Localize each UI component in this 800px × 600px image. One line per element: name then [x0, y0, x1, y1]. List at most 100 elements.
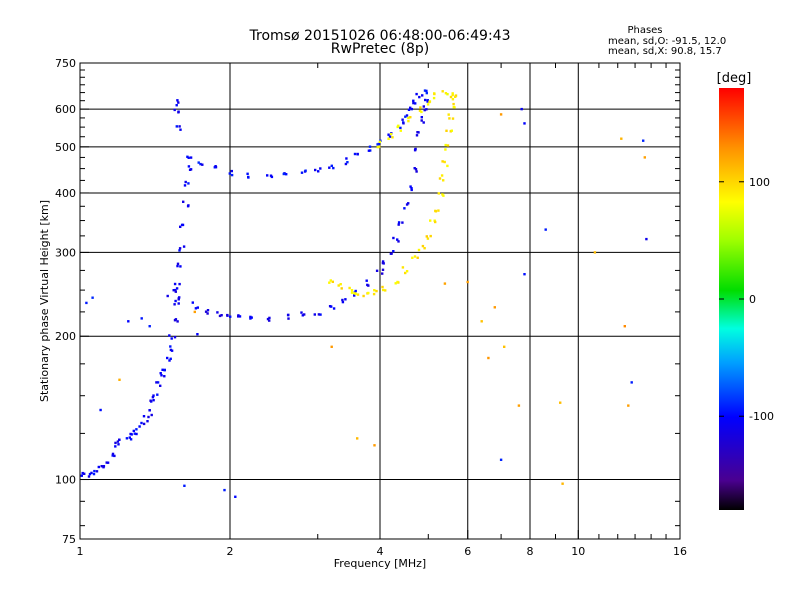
echo-point: [407, 108, 411, 111]
echo-point: [182, 245, 186, 248]
echo-point: [228, 172, 231, 175]
echo-point: [391, 136, 394, 139]
echo-point: [300, 171, 304, 174]
echo-point: [425, 108, 428, 111]
y-tick-label: 500: [55, 141, 76, 154]
echo-point: [148, 325, 151, 328]
series-group: [80, 99, 193, 478]
echo-point: [413, 167, 416, 170]
echo-point: [218, 314, 222, 318]
echo-point: [163, 375, 166, 378]
echo-point: [337, 284, 340, 287]
x-tick-label: 6: [464, 545, 471, 558]
echo-point: [80, 474, 83, 477]
colorbar-tick-label: 0: [749, 293, 756, 306]
echo-point: [138, 425, 141, 428]
echo-point: [412, 101, 415, 105]
echo-point: [135, 432, 138, 436]
grid-lines: [80, 63, 680, 539]
echo-point: [441, 90, 444, 93]
echo-point: [169, 357, 172, 360]
echo-point: [189, 156, 193, 159]
echo-point: [340, 287, 343, 290]
echo-point: [106, 461, 110, 464]
echo-point: [407, 119, 410, 123]
echo-point: [517, 404, 521, 407]
echo-point: [214, 165, 217, 168]
echo-point: [330, 345, 333, 348]
echo-point: [544, 228, 547, 231]
echo-point: [249, 317, 252, 320]
echo-point: [420, 110, 423, 114]
echo-point: [156, 393, 159, 396]
echo-point: [413, 255, 417, 258]
echo-point: [170, 337, 173, 340]
echo-point: [132, 429, 135, 433]
echo-point: [449, 95, 453, 99]
echo-point: [95, 470, 99, 473]
echo-point: [151, 396, 155, 399]
echo-point: [156, 381, 160, 384]
echo-point: [178, 125, 181, 128]
echo-point: [130, 433, 133, 436]
echo-point: [329, 279, 332, 282]
y-tick-label: 600: [55, 103, 76, 116]
echo-point: [111, 454, 114, 457]
echo-point: [237, 315, 240, 318]
echo-point: [174, 299, 177, 303]
chart-subtitle: RwPretec (8p): [331, 41, 429, 57]
echo-point: [414, 148, 417, 151]
echo-point: [368, 145, 372, 148]
echo-point: [330, 164, 333, 167]
echo-point: [453, 106, 456, 109]
echo-point: [303, 313, 306, 316]
echo-point: [97, 465, 100, 469]
echo-point: [381, 285, 384, 289]
echo-point: [354, 289, 357, 293]
echo-point: [330, 305, 333, 308]
echo-point: [196, 333, 199, 336]
echo-point: [319, 167, 322, 170]
echo-point: [451, 93, 454, 97]
echo-point: [177, 101, 180, 104]
echo-point: [183, 184, 187, 187]
echo-point: [444, 148, 447, 151]
echo-point: [150, 413, 153, 417]
echo-point: [173, 108, 176, 112]
echo-point: [378, 145, 381, 148]
y-tick-label: 300: [55, 246, 76, 259]
echo-point: [250, 316, 253, 319]
echo-point: [177, 298, 180, 301]
echo-point: [179, 128, 182, 131]
echo-point: [187, 182, 190, 185]
echo-point: [178, 296, 181, 299]
x-tick-label: 1: [77, 545, 84, 558]
x-axis-label: Frequency [MHz]: [334, 557, 426, 570]
echo-point: [178, 247, 182, 250]
echo-point: [645, 237, 648, 241]
echo-point: [332, 166, 335, 170]
echo-point: [268, 316, 271, 320]
echo-point: [440, 174, 444, 177]
echo-point: [402, 122, 405, 125]
echo-point: [234, 495, 237, 498]
echo-point: [396, 238, 399, 241]
echo-point: [630, 381, 633, 384]
echo-point: [405, 114, 409, 117]
echo-point: [375, 289, 378, 293]
echo-point: [328, 281, 331, 284]
echo-point: [447, 113, 450, 116]
echo-point: [454, 95, 457, 98]
echo-point: [350, 291, 354, 294]
echo-point: [176, 99, 179, 102]
echo-point: [426, 100, 429, 103]
echo-point: [201, 163, 204, 166]
echo-point: [422, 105, 425, 108]
y-axis-label: Stationary phase Virtual Height [km]: [38, 200, 51, 402]
series-group: [328, 94, 458, 298]
x-tick-label: 4: [377, 545, 384, 558]
echo-point: [238, 315, 242, 318]
y-tick-label: 100: [55, 474, 76, 487]
echo-point: [178, 282, 181, 286]
echo-point: [125, 437, 129, 440]
